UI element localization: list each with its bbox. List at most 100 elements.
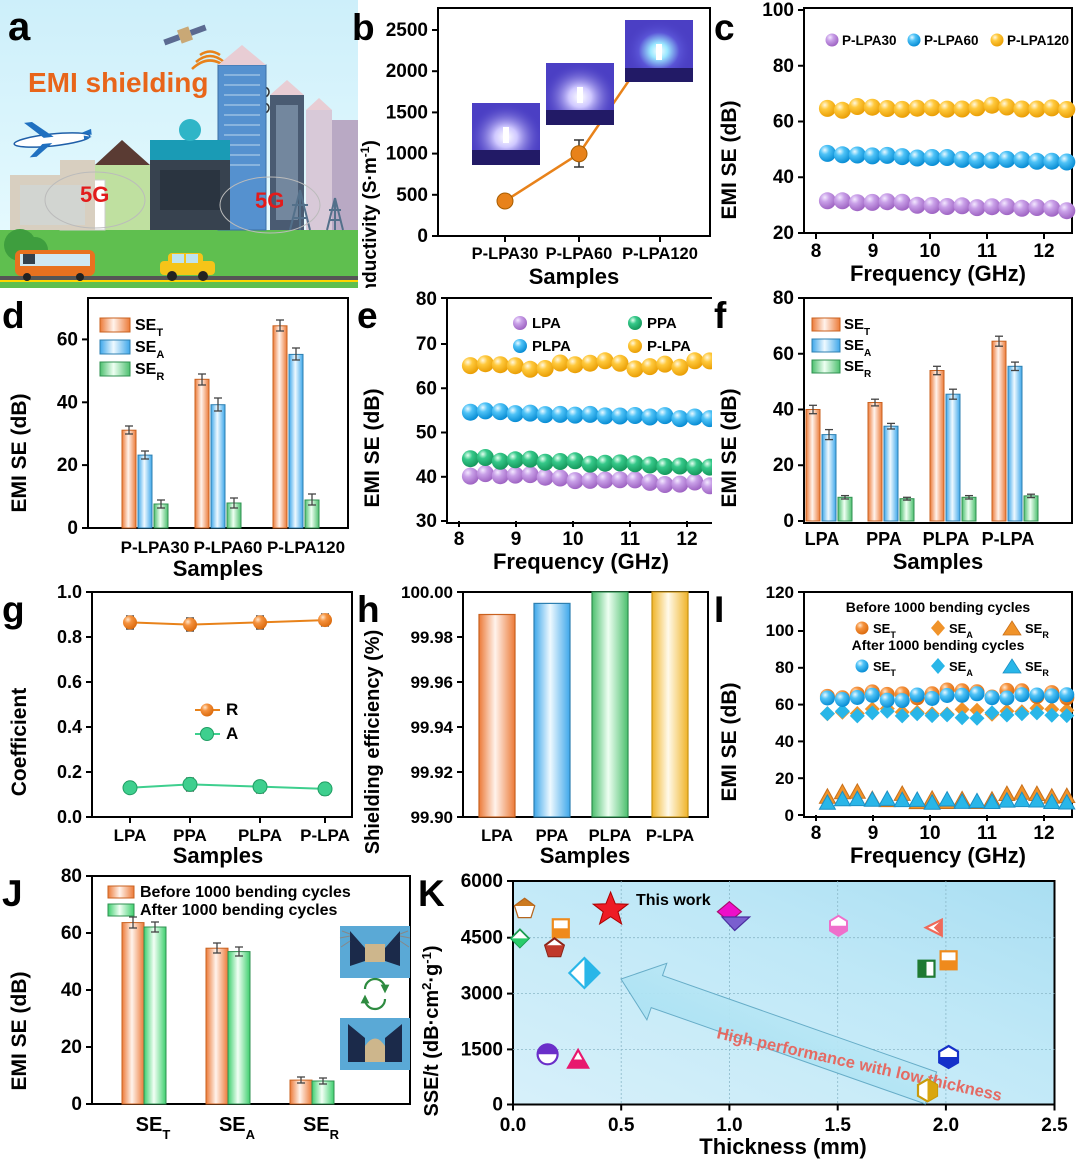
svg-text:d: d xyxy=(2,295,25,336)
svg-text:0.8: 0.8 xyxy=(57,627,82,647)
svg-text:20: 20 xyxy=(57,455,78,476)
svg-text:100: 100 xyxy=(762,0,794,21)
svg-text:SEA: SEA xyxy=(135,339,164,361)
svg-text:99.98: 99.98 xyxy=(410,628,453,647)
svg-text:SET: SET xyxy=(135,317,163,339)
svg-text:1500: 1500 xyxy=(461,1039,503,1060)
svg-text:11: 11 xyxy=(977,241,998,262)
svg-text:EMI shielding: EMI shielding xyxy=(28,67,208,98)
svg-text:5G: 5G xyxy=(80,182,109,207)
svg-text:Shielding efficiency (%): Shielding efficiency (%) xyxy=(362,630,384,854)
svg-text:8: 8 xyxy=(454,529,465,550)
svg-text:0: 0 xyxy=(783,511,794,532)
svg-text:100: 100 xyxy=(766,621,794,640)
svg-text:40: 40 xyxy=(773,400,794,421)
svg-text:SSE/t (dB·cm2·g-1): SSE/t (dB·cm2·g-1) xyxy=(419,945,444,1116)
svg-text:A: A xyxy=(226,724,238,743)
svg-text:Samples: Samples xyxy=(529,264,620,288)
svg-text:Before 1000 bending cycles: Before 1000 bending cycles xyxy=(846,599,1031,615)
svg-text:8: 8 xyxy=(811,241,822,262)
svg-text:EMI SE (dB): EMI SE (dB) xyxy=(718,683,741,802)
svg-text:99.90: 99.90 xyxy=(410,808,453,827)
svg-text:K: K xyxy=(418,873,445,914)
svg-text:70: 70 xyxy=(416,334,437,355)
svg-text:P-LPA: P-LPA xyxy=(647,338,691,355)
svg-text:Before 1000 bending cycles: Before 1000 bending cycles xyxy=(140,884,351,901)
svg-text:99.94: 99.94 xyxy=(410,718,453,737)
svg-text:2000: 2000 xyxy=(386,61,428,82)
svg-text:5G: 5G xyxy=(255,188,284,213)
svg-text:h: h xyxy=(357,589,380,630)
svg-text:8: 8 xyxy=(811,823,822,844)
svg-text:J: J xyxy=(2,873,23,914)
svg-text:P-LPA60: P-LPA60 xyxy=(194,538,263,557)
svg-text:P-LPA: P-LPA xyxy=(300,826,350,845)
svg-text:EMI SE (dB): EMI SE (dB) xyxy=(718,389,741,508)
svg-text:After 1000 bending cycles: After 1000 bending cycles xyxy=(140,902,338,919)
svg-text:120: 120 xyxy=(766,583,794,602)
svg-text:LPA: LPA xyxy=(114,826,147,845)
svg-text:Frequency (GHz): Frequency (GHz) xyxy=(850,261,1026,286)
svg-text:0.0: 0.0 xyxy=(57,807,82,827)
svg-text:500: 500 xyxy=(396,185,428,206)
svg-text:LPA: LPA xyxy=(481,827,513,845)
svg-text:SER: SER xyxy=(303,1114,340,1142)
svg-text:Samples: Samples xyxy=(173,556,264,580)
svg-text:40: 40 xyxy=(775,732,794,751)
svg-text:PPA: PPA xyxy=(647,315,677,332)
svg-text:50: 50 xyxy=(416,423,437,444)
svg-text:P-LPA60: P-LPA60 xyxy=(924,33,979,48)
svg-text:20: 20 xyxy=(773,223,794,244)
svg-text:12: 12 xyxy=(676,529,697,550)
svg-text:Frequency (GHz): Frequency (GHz) xyxy=(493,549,669,574)
svg-text:1000: 1000 xyxy=(386,144,428,165)
svg-text:11: 11 xyxy=(977,823,998,844)
svg-text:f: f xyxy=(714,295,727,336)
svg-text:30: 30 xyxy=(416,511,437,532)
svg-text:0: 0 xyxy=(492,1095,503,1116)
svg-text:Conductivity (S·m-1): Conductivity (S·m-1) xyxy=(358,140,381,288)
svg-text:60: 60 xyxy=(61,923,82,944)
svg-text:100.00: 100.00 xyxy=(401,583,453,602)
svg-text:SEA: SEA xyxy=(844,337,871,359)
svg-text:Samples: Samples xyxy=(540,843,631,868)
svg-text:Frequency (GHz): Frequency (GHz) xyxy=(850,843,1026,868)
svg-text:9: 9 xyxy=(511,529,522,550)
svg-text:40: 40 xyxy=(773,167,794,188)
svg-text:40: 40 xyxy=(61,980,82,1001)
svg-text:80: 80 xyxy=(773,288,794,309)
svg-text:60: 60 xyxy=(57,329,78,350)
svg-text:I: I xyxy=(714,589,724,630)
svg-text:12: 12 xyxy=(1033,823,1054,844)
svg-text:EMI SE (dB): EMI SE (dB) xyxy=(361,389,384,508)
svg-text:60: 60 xyxy=(773,112,794,133)
svg-text:80: 80 xyxy=(773,56,794,77)
svg-text:SET: SET xyxy=(873,659,896,678)
svg-text:c: c xyxy=(714,7,735,48)
svg-text:20: 20 xyxy=(775,769,794,788)
svg-text:1.0: 1.0 xyxy=(716,1115,742,1136)
svg-text:40: 40 xyxy=(416,467,437,488)
svg-text:g: g xyxy=(2,589,25,630)
svg-text:10: 10 xyxy=(562,529,583,550)
svg-text:0: 0 xyxy=(71,1094,82,1115)
svg-text:Samples: Samples xyxy=(893,549,984,574)
svg-text:EMI SE (dB): EMI SE (dB) xyxy=(718,101,741,220)
svg-text:R: R xyxy=(226,700,238,719)
svg-text:LPA: LPA xyxy=(805,529,840,549)
svg-text:80: 80 xyxy=(416,289,437,310)
svg-text:PLPA: PLPA xyxy=(923,529,970,549)
svg-text:60: 60 xyxy=(773,344,794,365)
svg-text:PPA: PPA xyxy=(866,529,902,549)
svg-text:99.96: 99.96 xyxy=(410,673,453,692)
svg-text:SER: SER xyxy=(135,361,164,383)
svg-text:0.5: 0.5 xyxy=(608,1115,635,1136)
svg-text:P-LPA30: P-LPA30 xyxy=(121,538,190,557)
svg-text:SER: SER xyxy=(1025,621,1049,640)
svg-text:60: 60 xyxy=(416,378,437,399)
svg-text:20: 20 xyxy=(773,455,794,476)
svg-text:P-LPA: P-LPA xyxy=(982,529,1035,549)
svg-text:99.92: 99.92 xyxy=(410,763,453,782)
svg-text:80: 80 xyxy=(61,866,82,887)
svg-text:0: 0 xyxy=(67,518,78,539)
